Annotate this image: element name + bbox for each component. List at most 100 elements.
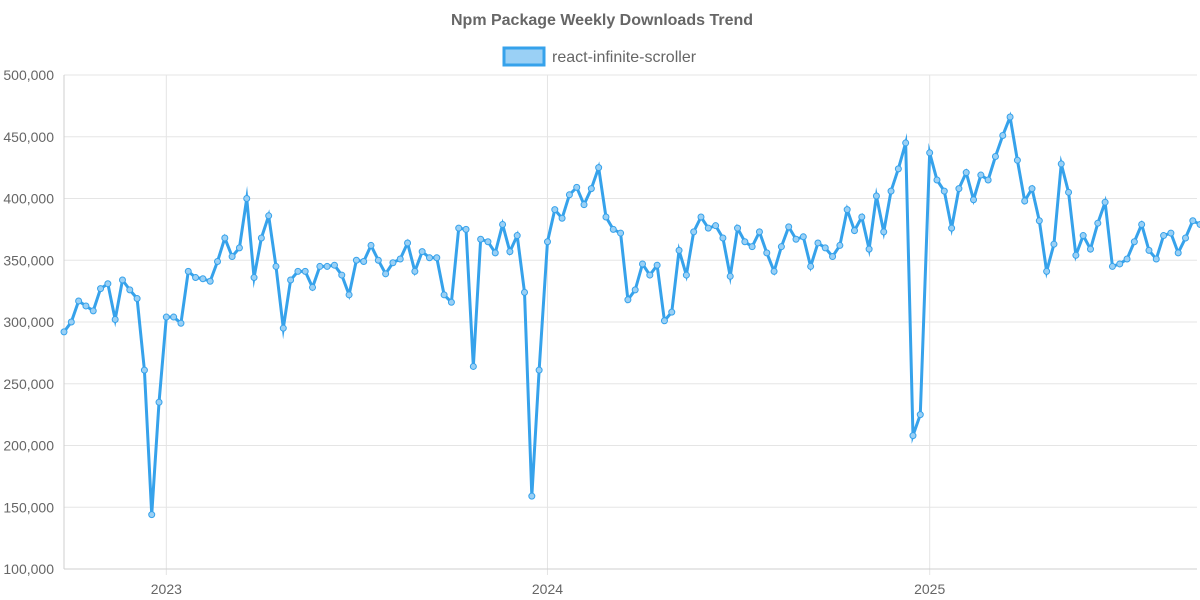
data-point[interactable]: [1021, 197, 1029, 205]
data-point[interactable]: [763, 249, 771, 257]
data-point[interactable]: [755, 228, 763, 236]
data-point[interactable]: [294, 267, 302, 275]
data-point[interactable]: [646, 271, 654, 279]
data-point[interactable]: [374, 256, 382, 264]
data-point[interactable]: [97, 285, 105, 293]
data-point[interactable]: [528, 492, 536, 500]
data-point[interactable]: [433, 254, 441, 262]
legend-swatch[interactable]: [502, 46, 546, 67]
data-point[interactable]: [977, 171, 985, 179]
data-point[interactable]: [1013, 156, 1021, 164]
data-point[interactable]: [535, 366, 543, 374]
data-point[interactable]: [734, 224, 742, 232]
data-point[interactable]: [352, 256, 360, 264]
data-point[interactable]: [455, 224, 463, 232]
data-point[interactable]: [279, 324, 287, 332]
data-point[interactable]: [155, 398, 163, 406]
data-point[interactable]: [697, 213, 705, 221]
data-point[interactable]: [602, 213, 610, 221]
data-point[interactable]: [902, 139, 910, 147]
data-point[interactable]: [558, 214, 566, 222]
data-point[interactable]: [843, 206, 851, 214]
data-point[interactable]: [484, 238, 492, 246]
data-point[interactable]: [491, 249, 499, 257]
data-point[interactable]: [631, 286, 639, 294]
data-point[interactable]: [104, 280, 112, 288]
data-point[interactable]: [1043, 267, 1051, 275]
data-point[interactable]: [301, 267, 309, 275]
data-point[interactable]: [1196, 220, 1200, 228]
data-point[interactable]: [1145, 246, 1153, 254]
data-point[interactable]: [543, 238, 551, 246]
data-point[interactable]: [199, 275, 207, 283]
data-point[interactable]: [89, 307, 97, 315]
data-point[interactable]: [265, 212, 273, 220]
data-point[interactable]: [682, 271, 690, 279]
data-point[interactable]: [192, 274, 200, 282]
data-point[interactable]: [940, 187, 948, 195]
data-point[interactable]: [389, 259, 397, 267]
data-point[interactable]: [1072, 251, 1080, 259]
data-point[interactable]: [587, 185, 595, 193]
data-point[interactable]: [712, 222, 720, 230]
data-point[interactable]: [257, 234, 265, 242]
data-point[interactable]: [807, 262, 815, 270]
data-point[interactable]: [704, 224, 712, 232]
data-point[interactable]: [880, 228, 888, 236]
data-point[interactable]: [1130, 238, 1138, 246]
data-point[interactable]: [609, 225, 617, 233]
data-point[interactable]: [126, 286, 134, 294]
data-point[interactable]: [214, 257, 221, 265]
data-point[interactable]: [639, 260, 647, 268]
data-point[interactable]: [948, 224, 956, 232]
data-point[interactable]: [624, 296, 632, 304]
data-point[interactable]: [345, 291, 353, 299]
data-point[interactable]: [991, 153, 999, 161]
data-point[interactable]: [60, 328, 68, 336]
data-point[interactable]: [184, 267, 192, 275]
data-point[interactable]: [565, 191, 573, 199]
data-point[interactable]: [1101, 198, 1109, 206]
data-point[interactable]: [1006, 113, 1014, 121]
data-point[interactable]: [1182, 234, 1190, 242]
data-point[interactable]: [382, 270, 390, 278]
data-point[interactable]: [675, 246, 683, 254]
data-point[interactable]: [748, 243, 756, 251]
data-point[interactable]: [770, 267, 778, 275]
data-point[interactable]: [926, 149, 934, 157]
data-point[interactable]: [1123, 255, 1131, 263]
data-point[interactable]: [133, 295, 141, 303]
data-point[interactable]: [970, 196, 978, 204]
data-point[interactable]: [909, 432, 917, 440]
data-point[interactable]: [1160, 232, 1168, 240]
data-point[interactable]: [999, 132, 1007, 140]
data-point[interactable]: [67, 318, 75, 326]
data-point[interactable]: [668, 308, 676, 316]
data-point[interactable]: [1086, 245, 1094, 253]
data-point[interactable]: [916, 411, 924, 419]
data-point[interactable]: [330, 261, 338, 269]
data-point[interactable]: [836, 241, 844, 249]
data-point[interactable]: [323, 262, 331, 270]
data-point[interactable]: [75, 297, 83, 305]
data-point[interactable]: [814, 239, 822, 247]
data-point[interactable]: [396, 255, 404, 263]
data-point[interactable]: [404, 239, 412, 247]
data-point[interactable]: [221, 234, 229, 242]
data-point[interactable]: [425, 254, 433, 262]
data-point[interactable]: [82, 302, 90, 310]
data-point[interactable]: [829, 253, 837, 261]
data-point[interactable]: [513, 232, 521, 240]
data-point[interactable]: [506, 248, 514, 256]
data-point[interactable]: [1057, 160, 1065, 168]
data-point[interactable]: [477, 235, 485, 243]
data-point[interactable]: [206, 277, 214, 285]
data-point[interactable]: [894, 165, 902, 173]
data-point[interactable]: [462, 225, 470, 233]
data-point[interactable]: [792, 235, 800, 243]
data-point[interactable]: [235, 244, 243, 252]
data-point[interactable]: [118, 276, 126, 284]
data-point[interactable]: [865, 245, 873, 253]
data-point[interactable]: [411, 267, 419, 275]
data-point[interactable]: [660, 317, 668, 325]
